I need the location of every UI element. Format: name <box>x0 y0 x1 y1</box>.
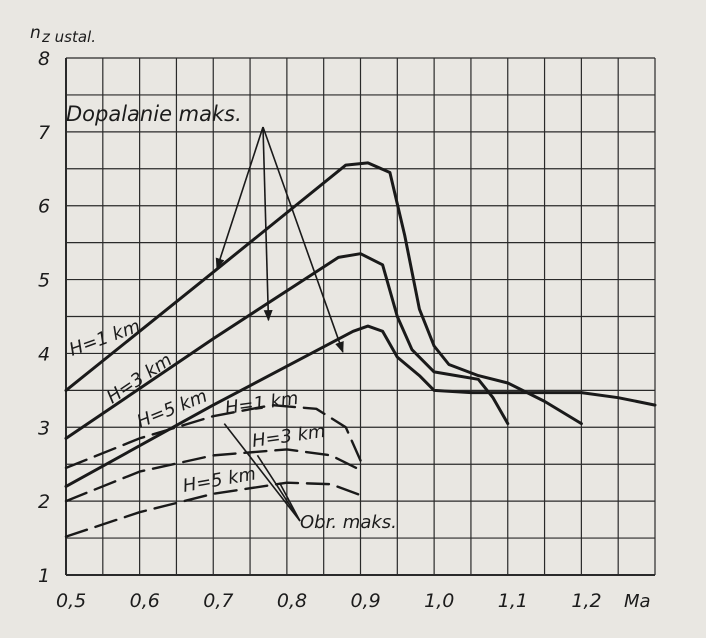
annotations <box>215 126 344 522</box>
series-line-5 <box>64 481 362 538</box>
y-tick-label: 4 <box>38 343 50 365</box>
x-tick-label: 1,0 <box>424 590 454 612</box>
y-tick-label: 8 <box>38 48 50 70</box>
annotation-max-rpm: Obr. maks. <box>300 512 397 533</box>
y-axis-label-sub: z ustal. <box>41 28 96 46</box>
series-line-1 <box>64 252 510 440</box>
tick-labels: 0,5 0,6 0,7 0,8 0,9 1,0 1,1 1,2 1 2 3 4 5 6 7 8 <box>38 48 602 612</box>
x-tick-label: 1,1 <box>498 590 528 612</box>
series-label-afterburner-5km: H=5 km <box>134 386 210 433</box>
x-tick-label: 0,9 <box>351 590 381 612</box>
annotation-arrow-afterburner <box>215 126 264 270</box>
series-line-3 <box>64 403 362 470</box>
grid <box>65 57 656 576</box>
y-axis-label-main: n <box>30 23 41 43</box>
x-tick-label: 0,6 <box>130 590 160 612</box>
series-line-4 <box>64 448 362 503</box>
y-tick-label: 7 <box>38 122 50 144</box>
annotation-afterburner: Dopalanie maks. <box>66 102 242 126</box>
annotation-leader-max-rpm <box>256 454 301 522</box>
annotation-arrow-afterburner <box>262 126 273 322</box>
annotation-leader-max-rpm <box>278 482 301 522</box>
y-tick-label: 6 <box>38 196 50 218</box>
series-label-maxrpm-3km: H=3 km <box>251 421 327 452</box>
x-tick-label: 0,5 <box>56 590 86 612</box>
y-tick-label: 1 <box>38 565 50 587</box>
x-tick-label: 0,7 <box>203 590 233 612</box>
y-tick-label: 2 <box>38 491 50 513</box>
annotation-leader-max-rpm <box>223 423 301 522</box>
y-tick-label: 3 <box>38 417 50 439</box>
series-group <box>64 161 657 538</box>
y-tick-label: 5 <box>38 270 50 292</box>
annotation-arrow-afterburner <box>262 126 344 354</box>
x-tick-label: 0,8 <box>277 590 307 612</box>
series-line-2 <box>64 324 657 488</box>
x-axis-label: Ma <box>624 591 651 612</box>
x-tick-label: 1,2 <box>571 590 601 612</box>
series-line-0 <box>64 161 583 426</box>
